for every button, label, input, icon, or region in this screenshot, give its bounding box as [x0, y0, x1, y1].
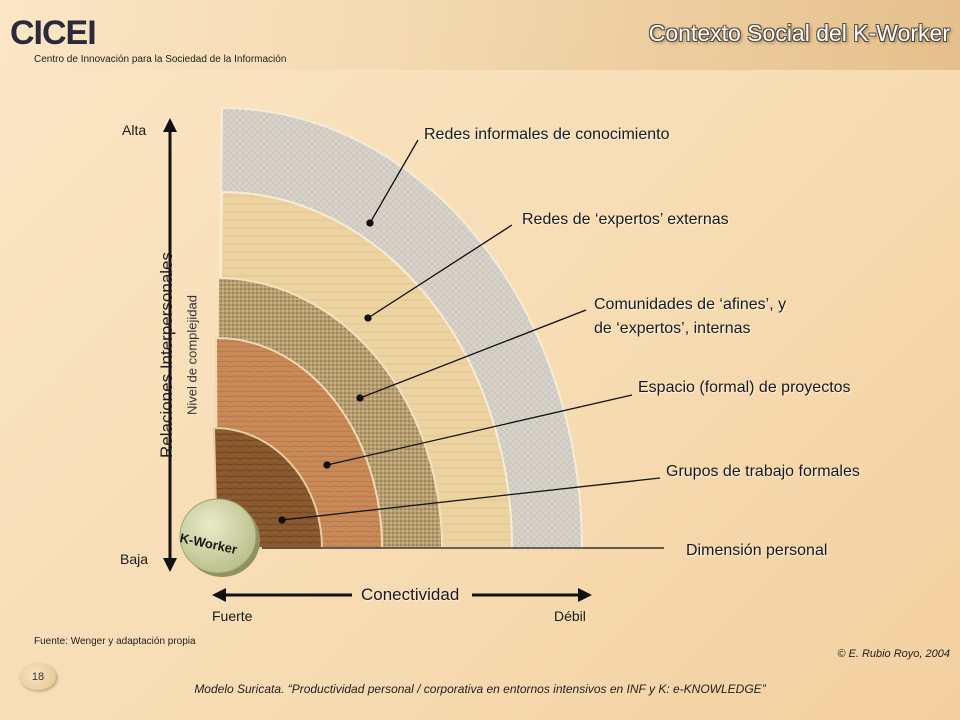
page-number: 18	[20, 664, 56, 690]
x-axis-right-label: Débil	[554, 608, 586, 624]
x-axis-arrow	[212, 588, 592, 602]
header-band	[0, 0, 960, 70]
source-note: Fuente: Wenger y adaptación propia	[34, 636, 196, 647]
y-axis-subtitle: Nivel de complejidad	[184, 295, 200, 415]
slide-title: Contexto Social del K-Worker	[648, 20, 950, 46]
tagline: Centro de Innovación para la Sociedad de…	[34, 54, 287, 65]
label-informal-networks: Redes informales de conocimiento	[424, 126, 670, 143]
leader-lines	[262, 139, 664, 549]
label-communities-line1: Comunidades de ‘afines’, y	[594, 296, 787, 313]
y-axis-arrow	[163, 118, 177, 572]
y-axis-top-label: Alta	[122, 122, 147, 138]
footer-note: Modelo Suricata. “Productividad personal…	[194, 682, 766, 696]
label-personal-dimension: Dimensión personal	[686, 542, 828, 559]
cicei-logo: CICEI	[10, 14, 97, 52]
k-worker-disc	[179, 498, 260, 577]
x-axis-left-label: Fuerte	[212, 608, 253, 624]
label-communities-line2: de ‘expertos’, internas	[594, 320, 751, 337]
y-axis-bottom-label: Baja	[120, 551, 149, 567]
x-axis-title: Conectividad	[361, 585, 460, 604]
label-work-groups: Grupos de trabajo formales	[666, 463, 860, 480]
label-project-space: Espacio (formal) de proyectos	[638, 379, 851, 396]
y-axis-title: Relaciones Interpersonales	[157, 251, 176, 459]
copyright: © E. Rubio Royo, 2004	[837, 648, 950, 660]
label-external-experts: Redes de ‘expertos’ externas	[522, 211, 729, 228]
